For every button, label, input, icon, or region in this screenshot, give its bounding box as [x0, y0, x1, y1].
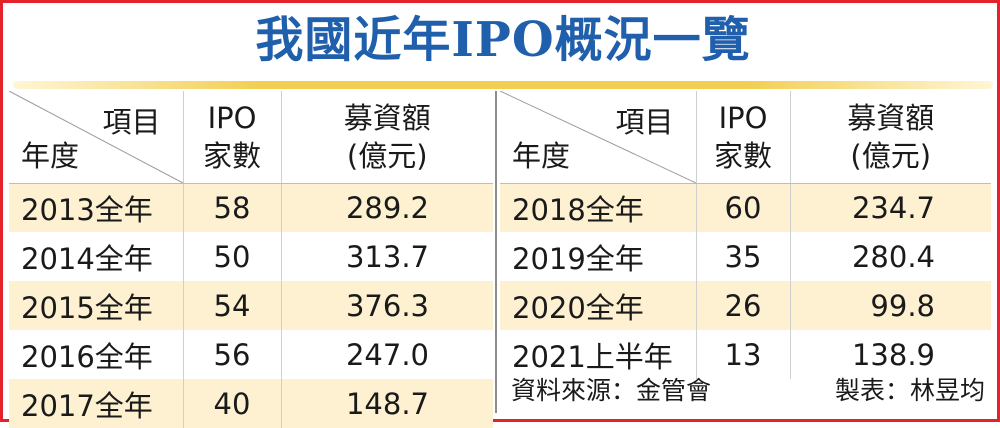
- ipo-count-cell: 58: [182, 183, 281, 232]
- ipo-count-cell: 40: [182, 379, 281, 428]
- source-label: 資料來源：金管會: [511, 376, 712, 405]
- amount-cell: 313.7: [280, 232, 493, 281]
- year-cell: 2017全年: [9, 379, 183, 428]
- table-row: 2014全年 50 313.7: [9, 232, 493, 281]
- table-row: 2015全年 54 376.3: [9, 281, 493, 330]
- header-diagonal-cell: 項目 年度: [9, 91, 183, 184]
- header-amount: 募資額 (億元): [280, 91, 493, 184]
- maker-label: 製表：林昱均: [834, 376, 985, 405]
- amount-cell: 247.0: [280, 330, 493, 379]
- diagonal-line: [500, 91, 696, 183]
- table-header-row: 項目 年度 IPO 家數 募資額 (億元): [9, 91, 493, 184]
- ipo-count-cell: 60: [695, 183, 790, 232]
- amount-cell: 280.4: [789, 232, 991, 281]
- ipo-table-left: 項目 年度 IPO 家數 募資額 (億元) 2013全年 58 289.2: [9, 91, 493, 428]
- header-amount-line1: 募資額: [343, 100, 431, 135]
- table-row: 2020全年 26 99.8: [500, 281, 991, 330]
- header-ipo-line1: IPO: [207, 100, 257, 135]
- table-separator: [495, 91, 497, 413]
- title-divider: [13, 81, 993, 89]
- header-ipo-count: IPO 家數: [695, 91, 790, 184]
- header-amount: 募資額 (億元): [789, 91, 991, 184]
- ipo-count-cell: 54: [182, 281, 281, 330]
- year-cell: 2016全年: [21, 339, 153, 374]
- source-footer: 資料來源：金管會 製表：林昱均: [511, 369, 985, 413]
- header-ipo-line2: 家數: [713, 138, 772, 173]
- ipo-count-cell: 26: [695, 281, 790, 330]
- header-ipo-line2: 家數: [202, 138, 261, 173]
- year-cell: 2015全年: [9, 281, 183, 330]
- header-year-label: 年度: [21, 138, 80, 173]
- header-ipo-line1: IPO: [718, 100, 768, 135]
- year-cell: 2020全年: [500, 281, 696, 330]
- table-row: 2017全年 40 148.7: [9, 379, 493, 428]
- year-cell: 2018全年: [500, 183, 696, 232]
- diagonal-line: [9, 91, 183, 183]
- header-amount-line2: (億元): [346, 138, 428, 173]
- header-ipo-count: IPO 家數: [182, 91, 281, 184]
- header-year-label: 年度: [512, 138, 571, 173]
- amount-cell: 376.3: [280, 281, 493, 330]
- ipo-count-cell: 13: [695, 330, 790, 379]
- ipo-count-cell: 56: [182, 330, 281, 379]
- table-row: 2013全年 58 289.2: [9, 183, 493, 232]
- amount-cell: 148.7: [280, 379, 493, 428]
- year-cell: 2019全年: [512, 241, 644, 276]
- table-row: 2016全年 56 247.0: [9, 330, 493, 379]
- amount-cell: 138.9: [789, 330, 991, 379]
- table-row: 2021上半年 13 138.9: [500, 330, 991, 379]
- table-header-row: 項目 年度 IPO 家數 募資額 (億元): [500, 91, 991, 184]
- amount-cell: 234.7: [789, 183, 991, 232]
- year-cell: 2021上半年: [512, 339, 673, 374]
- ipo-count-cell: 35: [695, 232, 790, 281]
- header-diagonal-cell: 項目 年度: [500, 91, 696, 184]
- table-row: 2018全年 60 234.7: [500, 183, 991, 232]
- header-item-label: 項目: [102, 105, 161, 139]
- header-amount-line1: 募資額: [847, 100, 935, 135]
- amount-cell: 99.8: [789, 281, 991, 330]
- ipo-table-right: 項目 年度 IPO 家數 募資額 (億元) 2018全年 60 234.7: [500, 91, 991, 379]
- year-cell: 2014全年: [21, 241, 153, 276]
- amount-cell: 289.2: [280, 183, 493, 232]
- header-item-label: 項目: [615, 105, 674, 139]
- header-amount-line2: (億元): [850, 138, 932, 173]
- page-title: 我國近年IPO概況一覽: [255, 12, 751, 68]
- ipo-count-cell: 50: [182, 232, 281, 281]
- year-cell: 2013全年: [9, 183, 183, 232]
- table-row: 2019全年 35 280.4: [500, 232, 991, 281]
